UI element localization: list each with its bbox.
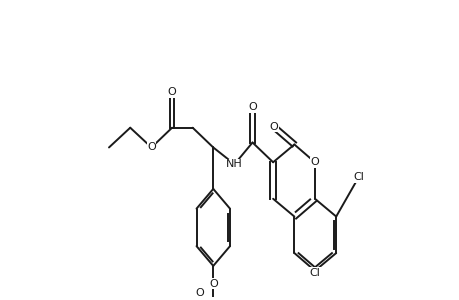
Text: O: O: [269, 122, 278, 132]
Text: O: O: [168, 87, 176, 97]
Text: O: O: [247, 102, 256, 112]
Text: O: O: [310, 157, 319, 167]
Text: O: O: [208, 279, 217, 289]
Text: O: O: [147, 142, 156, 152]
Text: Cl: Cl: [309, 268, 320, 278]
Text: O: O: [195, 287, 204, 298]
Text: NH: NH: [226, 159, 242, 169]
Text: Cl: Cl: [353, 172, 364, 182]
